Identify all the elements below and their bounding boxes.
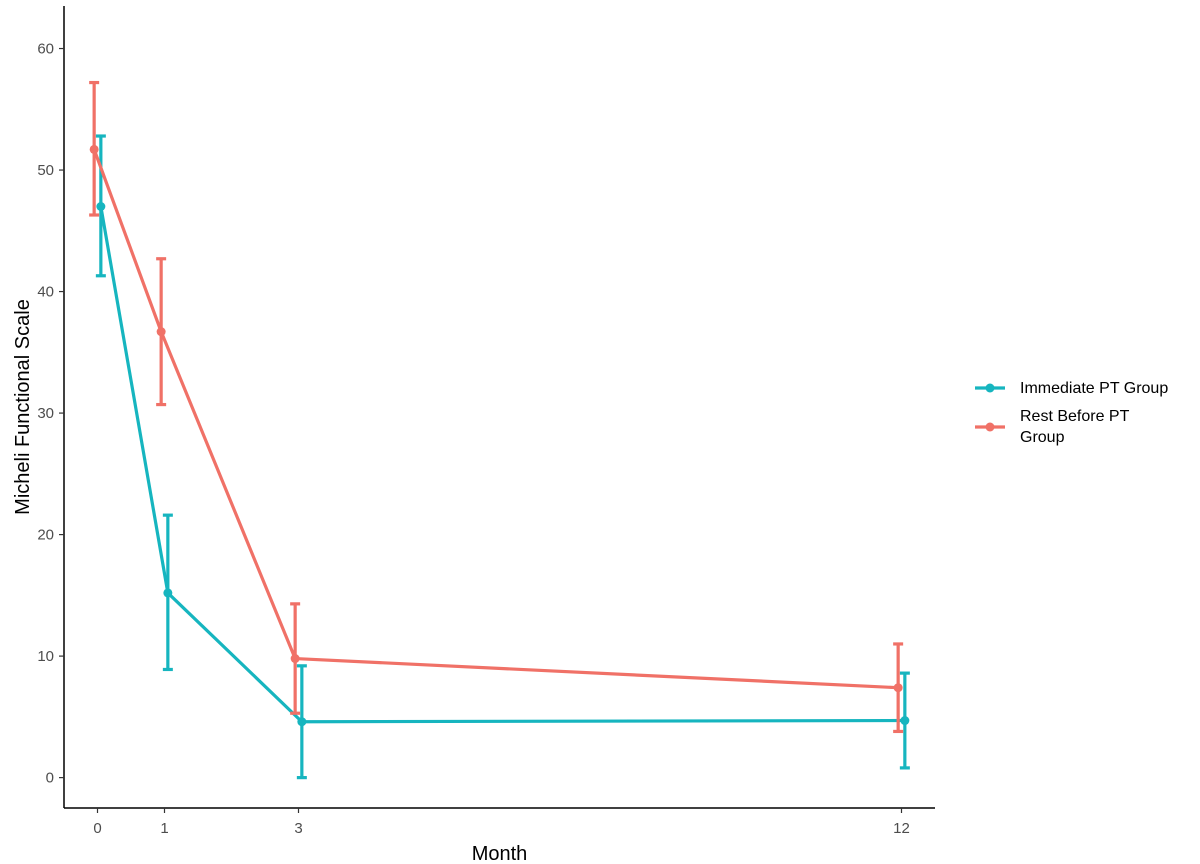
y-tick-label: 60 [37, 41, 54, 58]
x-tick-label: 0 [93, 820, 101, 837]
legend: Immediate PT Group Rest Before PT Group [975, 380, 1168, 446]
x-tick-label: 12 [893, 820, 910, 837]
y-axis-title: Micheli Functional Scale [12, 299, 34, 515]
x-axis-ticks: 0 1 3 12 [93, 808, 910, 837]
legend-label: Rest Before PT Group [1020, 408, 1130, 446]
data-point [96, 202, 106, 211]
y-tick-label: 10 [37, 648, 54, 665]
series-line [92, 148, 899, 690]
y-tick-label: 50 [37, 162, 54, 179]
data-point [297, 717, 307, 727]
data-point [163, 588, 173, 598]
data-point [290, 654, 300, 664]
y-tick-label: 40 [37, 284, 54, 301]
series-line [99, 206, 905, 724]
data-point [893, 683, 903, 693]
legend-marker [985, 383, 995, 393]
y-tick-label: 20 [37, 527, 54, 544]
legend-item: Immediate PT Group [975, 380, 1168, 397]
x-axis-title: Month [472, 843, 528, 864]
x-tick-label: 3 [294, 820, 302, 837]
legend-label: Immediate PT Group [1020, 380, 1168, 397]
y-tick-label: 30 [37, 405, 54, 422]
data-point [900, 716, 910, 726]
series-1 [95, 134, 910, 780]
series-2 [89, 80, 904, 734]
data-point [89, 144, 99, 154]
x-tick-label: 1 [160, 820, 168, 837]
plot-area [89, 80, 910, 780]
legend-marker [985, 422, 995, 432]
y-tick-label: 0 [46, 770, 54, 787]
y-axis-ticks: 0 10 20 30 40 50 60 [37, 41, 64, 787]
data-point [156, 327, 166, 337]
legend-item: Rest Before PT Group [975, 408, 1130, 446]
